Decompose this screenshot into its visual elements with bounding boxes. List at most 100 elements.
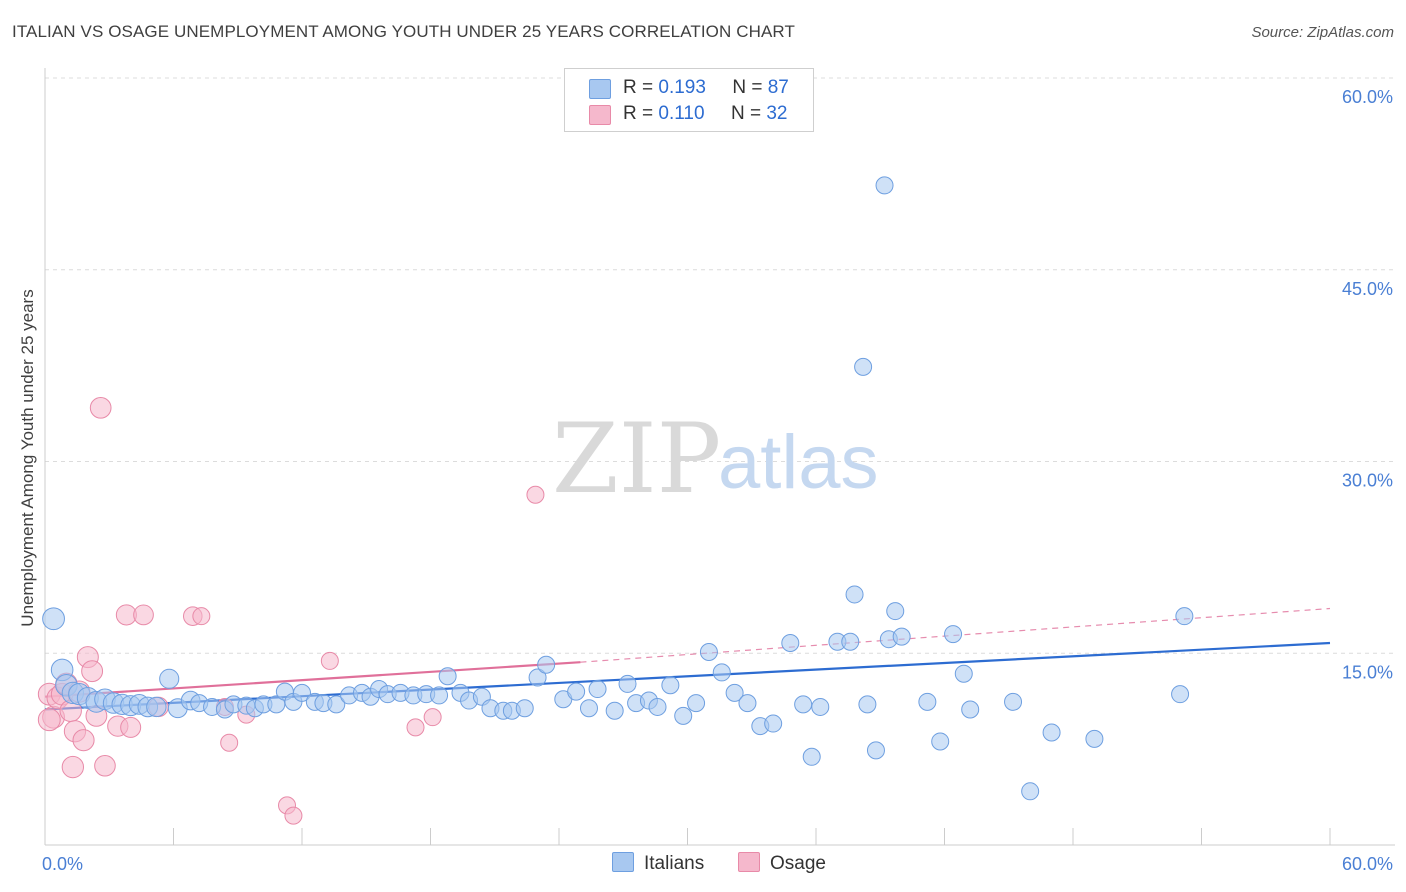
point-italians: [661, 676, 680, 695]
point-italians: [159, 668, 180, 689]
point-osage: [192, 607, 211, 626]
point-italians: [712, 663, 731, 682]
point-italians: [961, 700, 980, 719]
point-italians: [954, 664, 973, 683]
point-italians: [854, 357, 873, 376]
point-italians: [1171, 685, 1190, 704]
point-italians: [841, 632, 860, 651]
point-italians: [1085, 729, 1104, 748]
bottom-legend-label-italians: Italians: [644, 853, 705, 874]
point-italians: [42, 607, 65, 631]
bottom-legend-italians: Italians: [612, 852, 704, 875]
tick-labels: 15.0% 30.0% 45.0% 60.0% 0.0% 60.0%: [42, 87, 1393, 874]
point-osage: [526, 485, 545, 504]
y-tick-label: 15.0%: [1342, 662, 1393, 682]
point-italians: [605, 701, 624, 720]
point-italians: [918, 692, 937, 711]
point-italians: [687, 694, 706, 713]
point-italians: [579, 699, 598, 718]
point-italians: [567, 682, 586, 701]
y-tick-label: 60.0%: [1342, 87, 1393, 107]
point-italians: [588, 680, 607, 699]
point-italians: [892, 627, 911, 646]
point-osage: [94, 754, 116, 777]
bottom-legend-osage: Osage: [738, 852, 826, 875]
legend-r-label: R =: [623, 77, 654, 98]
legend-swatch-italians: [589, 79, 611, 99]
axes: [44, 68, 1395, 846]
data-points: [37, 176, 1194, 825]
point-osage: [133, 604, 154, 626]
legend-n-value: 87: [767, 77, 789, 98]
legend-n-value: 32: [766, 103, 788, 124]
legend: R = 0.193 N = 87 R = 0.110 N = 32: [564, 68, 814, 132]
trend-lines: [44, 607, 1331, 711]
point-italians: [811, 697, 830, 716]
point-italians: [1021, 782, 1040, 801]
chart-title: ITALIAN VS OSAGE UNEMPLOYMENT AMONG YOUT…: [12, 22, 795, 41]
point-italians: [528, 668, 547, 687]
legend-n-label: N =: [732, 77, 763, 98]
point-italians: [1042, 723, 1061, 742]
point-osage: [37, 708, 61, 732]
x-tick-label-min: 0.0%: [42, 854, 83, 874]
point-italians: [858, 695, 877, 714]
bottom-legend-swatch-italians: [612, 852, 634, 872]
point-italians: [267, 695, 286, 714]
point-italians: [146, 696, 167, 718]
point-italians: [1004, 692, 1023, 711]
point-italians: [794, 695, 813, 714]
point-osage: [220, 733, 239, 752]
point-osage: [72, 729, 95, 752]
point-italians: [781, 634, 800, 653]
legend-r-value: 0.193: [658, 77, 706, 98]
point-italians: [764, 714, 783, 733]
point-osage: [89, 396, 112, 419]
watermark: ZIP atlas: [552, 403, 879, 515]
point-osage: [284, 806, 303, 825]
watermark-atlas: atlas: [718, 420, 879, 505]
point-osage: [406, 718, 425, 737]
watermark-zip: ZIP: [552, 403, 721, 515]
point-italians: [931, 732, 950, 751]
point-italians: [293, 683, 311, 702]
chart-source: Source: ZipAtlas.com: [1251, 24, 1394, 41]
point-italians: [327, 695, 346, 714]
bottom-legend-swatch-osage: [738, 852, 760, 872]
legend-swatch-osage: [589, 105, 611, 125]
point-italians: [1175, 607, 1194, 626]
y-tick-label: 30.0%: [1342, 471, 1393, 491]
legend-text-italians: R = 0.193 N = 87: [623, 77, 789, 99]
y-tick-label: 45.0%: [1342, 279, 1393, 299]
point-italians: [430, 686, 449, 705]
trend-line-osage: [44, 661, 581, 698]
legend-r-label: R =: [623, 103, 654, 124]
point-osage: [120, 716, 142, 738]
legend-r-value: 0.110: [658, 103, 705, 124]
point-italians: [674, 706, 693, 725]
point-italians: [725, 683, 744, 702]
point-osage: [320, 651, 339, 670]
legend-text-osage: R = 0.110 N = 32: [623, 103, 787, 125]
point-italians: [537, 655, 556, 674]
x-tick-label-max: 60.0%: [1342, 854, 1393, 874]
point-italians: [944, 625, 963, 644]
point-italians: [648, 697, 667, 716]
point-italians: [738, 694, 757, 713]
legend-n-label: N =: [730, 103, 762, 124]
point-osage: [61, 755, 85, 779]
point-osage: [81, 660, 104, 683]
point-italians: [875, 176, 894, 195]
point-italians: [618, 674, 637, 693]
point-osage: [423, 708, 442, 727]
point-italians: [866, 741, 885, 760]
point-italians: [802, 747, 821, 766]
point-italians: [886, 602, 905, 621]
point-italians: [438, 667, 457, 686]
point-italians: [845, 585, 864, 604]
point-italians: [699, 642, 718, 661]
bottom-legend-label-osage: Osage: [770, 853, 826, 874]
point-italians: [515, 699, 534, 718]
grid-lines: [45, 77, 1395, 654]
